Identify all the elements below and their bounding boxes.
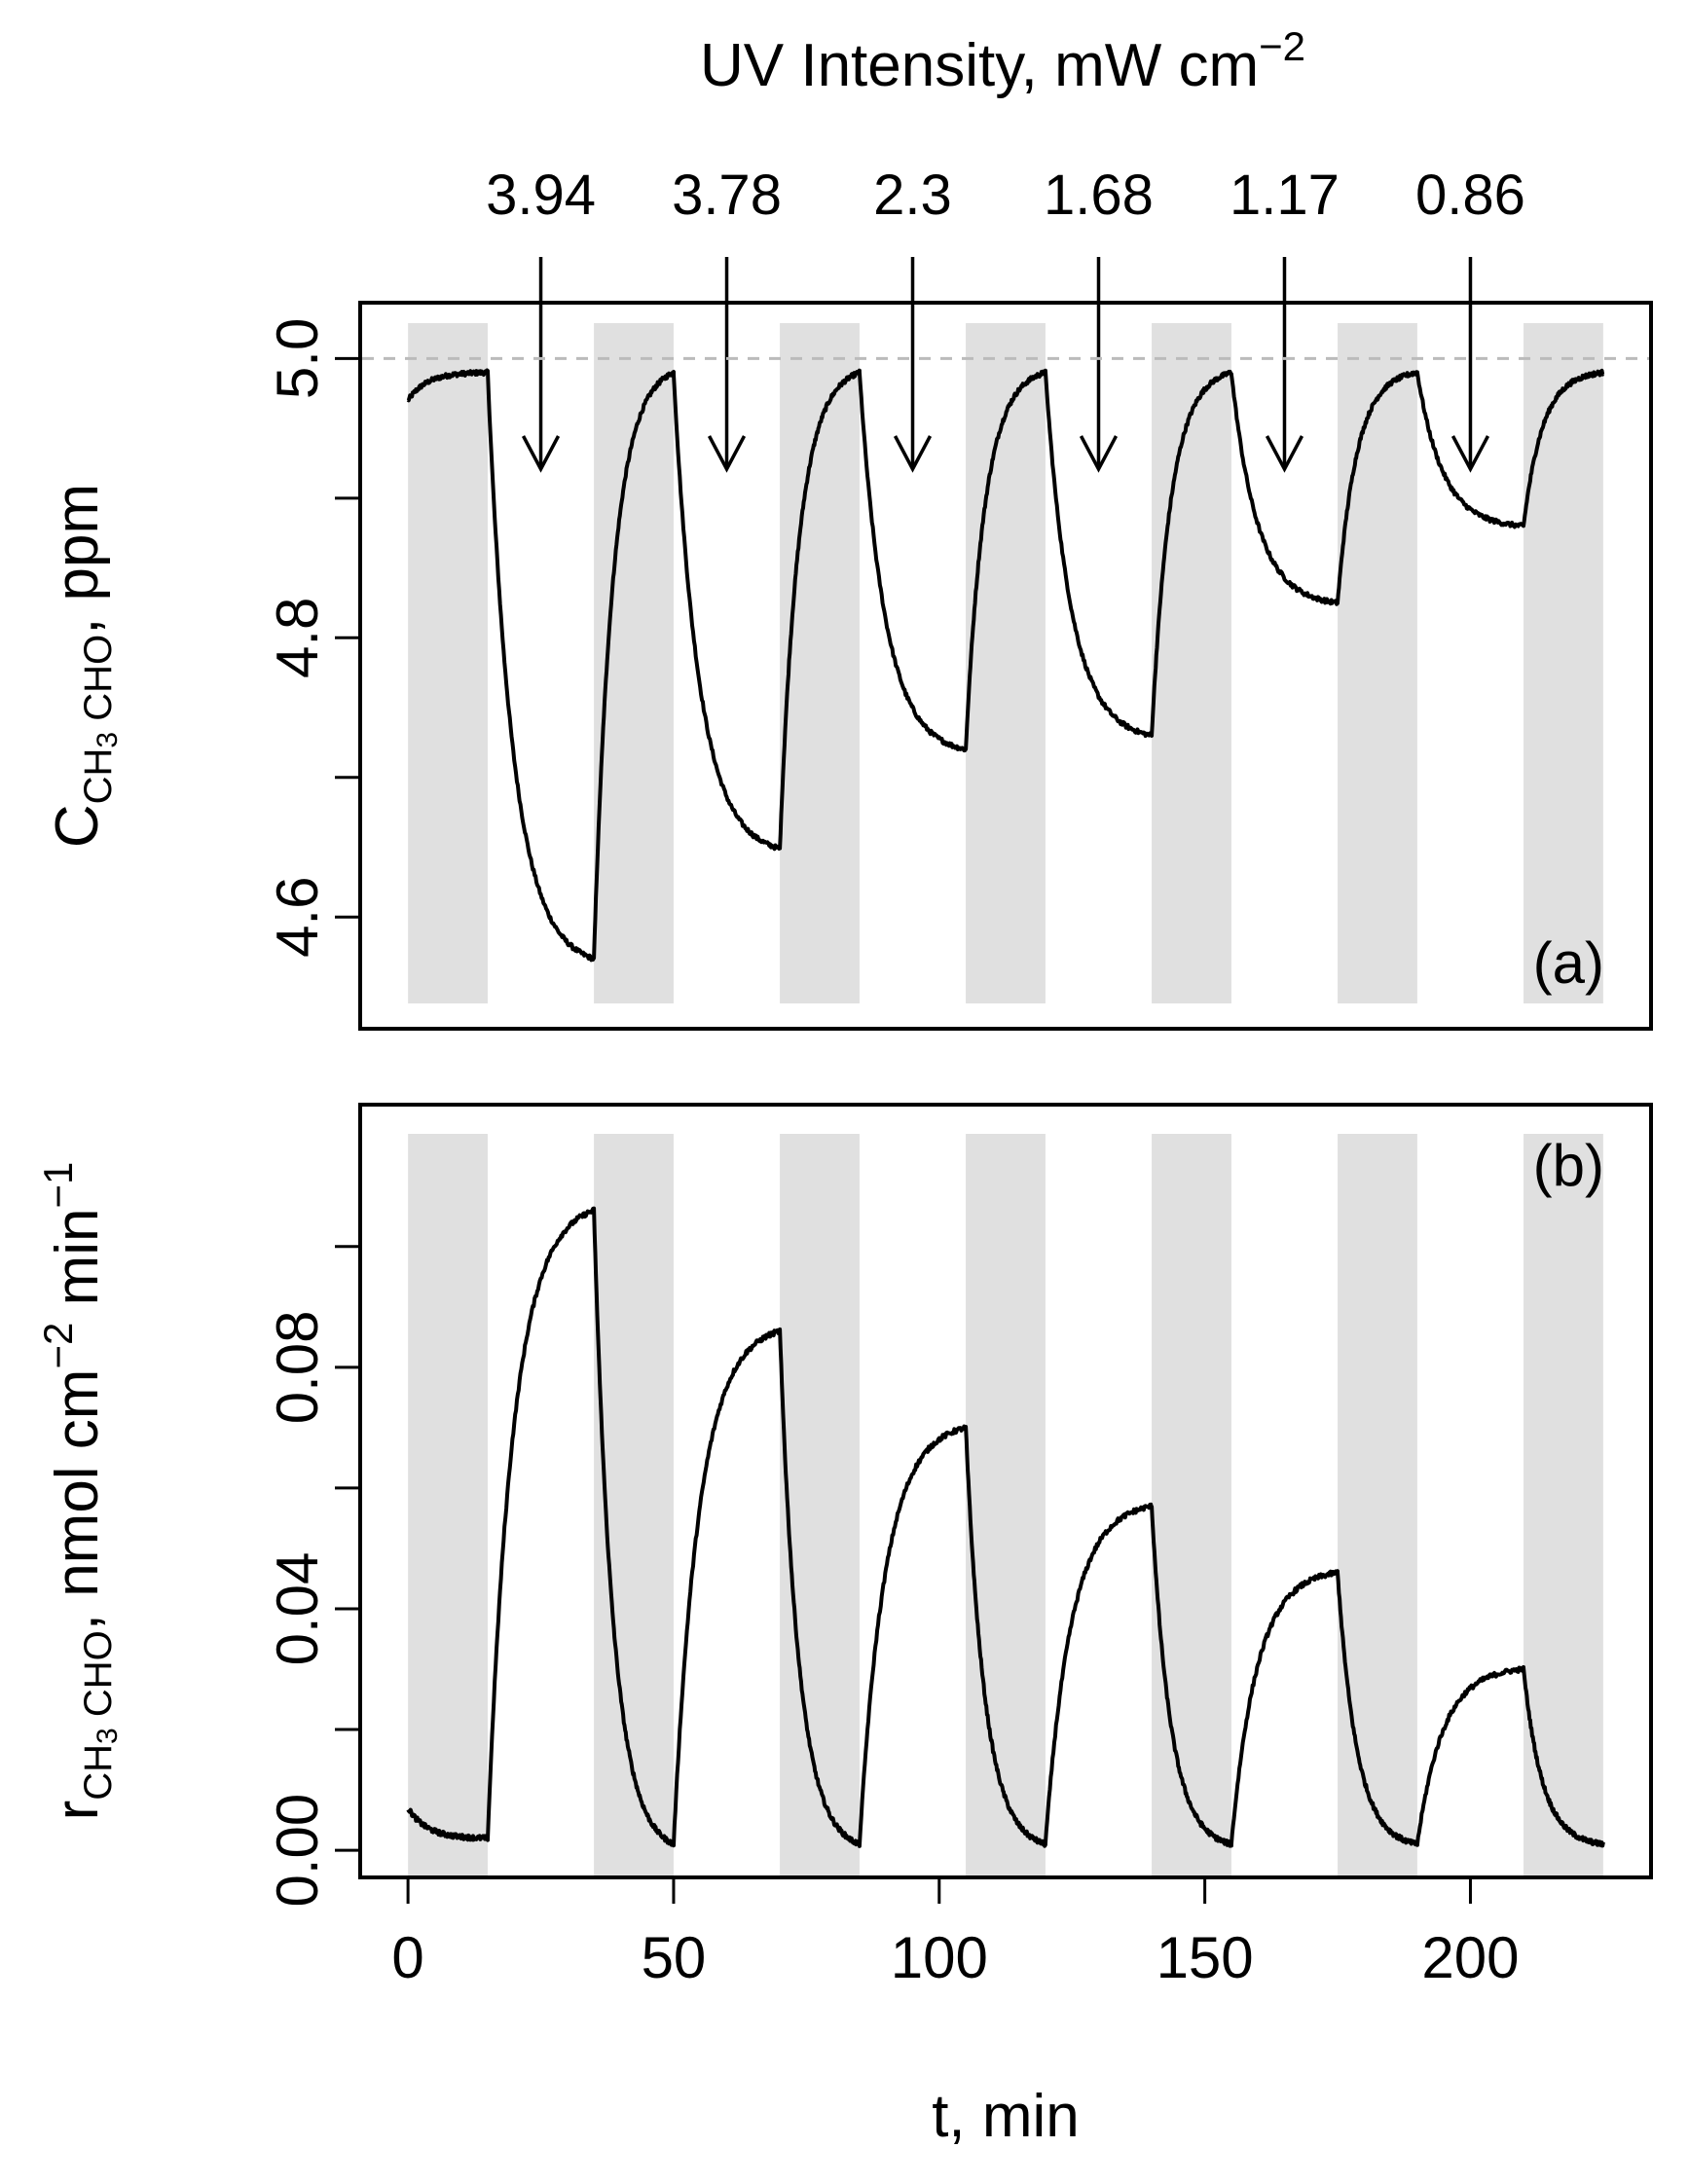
- x-tick-label-2: 100: [891, 1925, 988, 1990]
- dark-period-band-b-5: [1152, 1134, 1231, 1878]
- uv-arrow-head-5: [1265, 435, 1304, 473]
- dark-period-band-a-7: [1524, 323, 1603, 1003]
- y-axis-title-a: CCH3 CHO, ppm: [44, 484, 124, 848]
- dark-period-band-a-3: [780, 323, 860, 1003]
- uv-intensity-arrows: 3.94 3.78 2.3 1.68 1.17 0.86: [486, 164, 1525, 473]
- dark-period-band-a-5: [1152, 323, 1231, 1003]
- uv-intensity-label-2: 3.78: [672, 164, 782, 227]
- x-tick-label-1: 50: [642, 1925, 707, 1990]
- uv-intensity-label-5: 1.17: [1230, 164, 1340, 227]
- dark-period-band-a-1: [408, 323, 488, 1003]
- uv-arrow-head-3: [893, 435, 933, 473]
- y-axis-ticks-a: 4.6 4.8 5.0: [265, 318, 360, 958]
- y-axis-ticks-b: 0.00 0.04 0.08: [265, 1245, 360, 1908]
- dark-period-band-a-4: [966, 323, 1046, 1003]
- dark-period-band-a-6: [1338, 323, 1417, 1003]
- concentration-line: [406, 368, 1605, 963]
- uv-intensity-label-4: 1.68: [1044, 164, 1154, 227]
- uv-intensity-label-3: 2.3: [873, 164, 952, 227]
- dark-periods-a: [408, 323, 1603, 1003]
- y-tick-label-a-0: 4.6: [265, 877, 330, 958]
- dark-period-band-b-7: [1524, 1134, 1603, 1878]
- y-tick-label-a-1: 4.8: [265, 598, 330, 678]
- panel-b: 0.00 0.04 0.08 (b) rCH3 CHO, nmol cm−2 min…: [35, 1103, 1653, 1908]
- x-tick-label-4: 200: [1421, 1925, 1519, 1990]
- x-axis-title: t, min: [932, 2083, 1080, 2150]
- plot-frame-a: [358, 301, 1653, 1031]
- uv-intensity-label-1: 3.94: [486, 164, 596, 227]
- x-axis-ticks: 0 50 100 150 200: [391, 1877, 1520, 1990]
- panel-label-a: (a): [1533, 930, 1604, 996]
- uv-arrow-head-2: [707, 435, 747, 473]
- y-tick-label-b-2: 0.08: [265, 1310, 330, 1424]
- uv-arrow-head-4: [1079, 435, 1119, 473]
- y-tick-label-b-0: 0.00: [265, 1794, 330, 1908]
- dark-period-band-b-4: [966, 1134, 1046, 1878]
- y-tick-label-b-1: 0.04: [265, 1552, 330, 1666]
- plot-frame-b: [358, 1103, 1653, 1879]
- x-tick-label-3: 150: [1157, 1925, 1254, 1990]
- dark-period-band-b-3: [780, 1134, 860, 1878]
- x-tick-label-0: 0: [391, 1925, 423, 1990]
- dark-periods-b: [408, 1134, 1603, 1878]
- panel-label-b: (b): [1533, 1133, 1604, 1198]
- uv-arrow-head-6: [1450, 435, 1490, 473]
- y-tick-label-a-2: 5.0: [265, 318, 330, 399]
- uv-intensity-label-6: 0.86: [1415, 164, 1525, 227]
- dark-period-band-b-6: [1338, 1134, 1417, 1878]
- removal-rate-line: [406, 1206, 1605, 1848]
- y-axis-title-b: rCH3 CHO, nmol cm−2 min−1: [35, 1162, 124, 1821]
- panel-a: 4.6 4.8 5.0 (a) CCH3 CHO, ppm: [44, 301, 1653, 1031]
- uv-arrow-head-1: [521, 435, 561, 473]
- dark-period-band-b-1: [408, 1134, 488, 1878]
- uv-intensity-title: UV Intensity, mW cm−2: [700, 23, 1305, 99]
